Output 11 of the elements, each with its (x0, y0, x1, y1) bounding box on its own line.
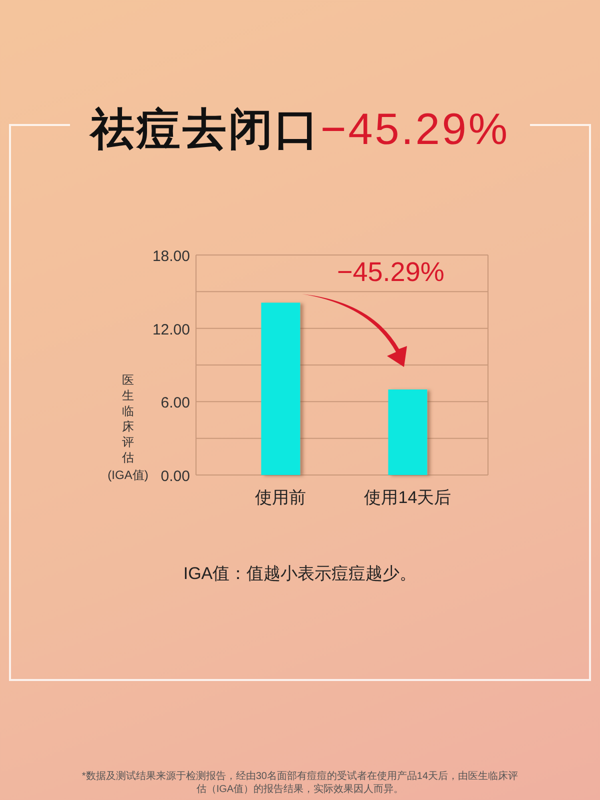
y-tick-label: 6.00 (160, 394, 190, 412)
x-tick-label: 使用前 (255, 488, 306, 507)
y-tick-label: 18.00 (152, 248, 190, 265)
annotation: −45.29% (337, 257, 444, 287)
y-tick-label: 12.00 (152, 321, 190, 338)
y-tick-label: 0.00 (160, 468, 190, 485)
text: IGA值：值越小表示痘痘越少。 (182, 563, 418, 585)
chart-subtitle: −45.29% (320, 105, 510, 154)
y-axis-title: 医生临床评估(IGA值) (108, 373, 148, 482)
x-tick-label: 使用14天后 (364, 488, 452, 507)
text: *数据及测试结果来源于检测报告，经由30名面部有痘痘的受试者在使用产品14天后，由医生临床评估（IGA值）的报告结果，实际效果因人而异。 (80, 770, 520, 796)
